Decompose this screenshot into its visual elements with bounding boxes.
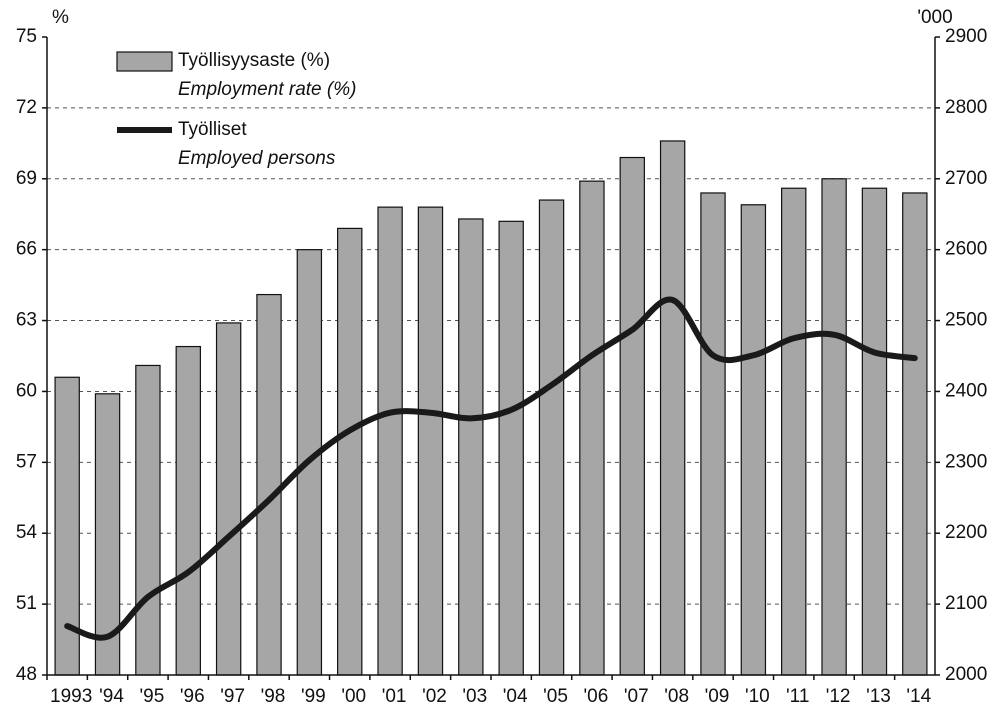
x-tick-label: '11 <box>786 686 809 707</box>
y-tick-label: 72 <box>16 97 37 118</box>
x-tick-label: '07 <box>624 686 649 707</box>
y-tick-label: 60 <box>16 380 37 401</box>
y2-tick-label: 2800 <box>945 97 987 118</box>
bar <box>659 140 686 676</box>
y2-tick-label: 2700 <box>945 168 987 189</box>
y2-tick-label: 2200 <box>945 522 987 543</box>
y2-tick-label: 2600 <box>945 239 987 260</box>
bar <box>377 206 403 676</box>
y-tick-label: 48 <box>16 664 37 685</box>
legend-label: Työlliset <box>178 119 247 140</box>
y2-tick-label: 2900 <box>945 26 987 47</box>
y-tick-label: 63 <box>16 310 37 331</box>
x-tick-label: '03 <box>462 686 487 707</box>
legend-label: Työllisyysaste (%) <box>178 50 330 71</box>
x-tick-label: '96 <box>180 686 205 707</box>
x-tick-label: '02 <box>422 686 447 707</box>
x-tick-label: '08 <box>664 686 689 707</box>
y2-tick-label: 2400 <box>945 380 987 401</box>
y2-tick-label: 2100 <box>945 593 987 614</box>
x-tick-label: '06 <box>584 686 609 707</box>
y2-tick-label: 2000 <box>945 664 987 685</box>
bar <box>579 180 605 676</box>
bar <box>498 220 524 676</box>
x-tick-label: 1993 <box>50 686 92 707</box>
y-tick-label: 66 <box>16 239 37 260</box>
bar <box>619 156 645 676</box>
y2-tick-label: 2300 <box>945 451 987 472</box>
legend: Työllisyysaste (%) Employment rate (%) Työ… <box>100 45 400 172</box>
y2-tick-label: 2500 <box>945 310 987 331</box>
bar <box>458 218 484 676</box>
bar <box>417 206 444 676</box>
y-tick-label: 54 <box>16 522 38 543</box>
y-tick-label: 75 <box>16 26 37 47</box>
x-tick-label: '98 <box>261 686 286 707</box>
x-tick-label: '10 <box>745 686 770 707</box>
x-tick-label: '12 <box>826 686 851 707</box>
legend-bg <box>100 112 370 172</box>
y-unit-label: % <box>52 7 69 28</box>
y-tick-label: 69 <box>16 168 37 189</box>
legend-swatch <box>116 51 173 72</box>
bar <box>861 187 888 676</box>
x-tick-label: '14 <box>906 686 931 707</box>
x-tick-label: '01 <box>382 686 407 707</box>
bar <box>175 345 201 676</box>
bar <box>781 187 807 676</box>
x-tick-label: '99 <box>301 686 326 707</box>
bar <box>902 192 928 676</box>
x-tick-label: '97 <box>220 686 245 707</box>
bar <box>337 227 363 676</box>
bar <box>256 293 282 676</box>
x-tick-label: '13 <box>866 686 891 707</box>
x-tick-label: '04 <box>503 686 528 707</box>
bar <box>135 364 161 676</box>
bar <box>700 192 726 676</box>
bars <box>54 140 928 676</box>
x-tick-label: '95 <box>140 686 165 707</box>
x-tick-label: '94 <box>99 686 124 707</box>
x-tick-label: '00 <box>341 686 366 707</box>
line <box>64 296 918 641</box>
y-tick-label: 51 <box>16 593 37 614</box>
lines <box>64 296 918 641</box>
bar <box>538 199 565 676</box>
bar <box>740 204 767 676</box>
bar <box>215 322 242 676</box>
bar <box>821 178 847 676</box>
legend-label-en: Employment rate (%) <box>178 79 356 100</box>
y2-unit-label: '000 <box>917 7 952 28</box>
x-tick-label: '09 <box>705 686 730 707</box>
x-tick-label: '05 <box>543 686 568 707</box>
axes: 48 51 54 57 60 63 66 69 72 75 2000 2100 2200 2300 2400… <box>16 26 987 707</box>
y-tick-label: 57 <box>16 451 37 472</box>
legend-label-en: Employed persons <box>178 148 336 169</box>
